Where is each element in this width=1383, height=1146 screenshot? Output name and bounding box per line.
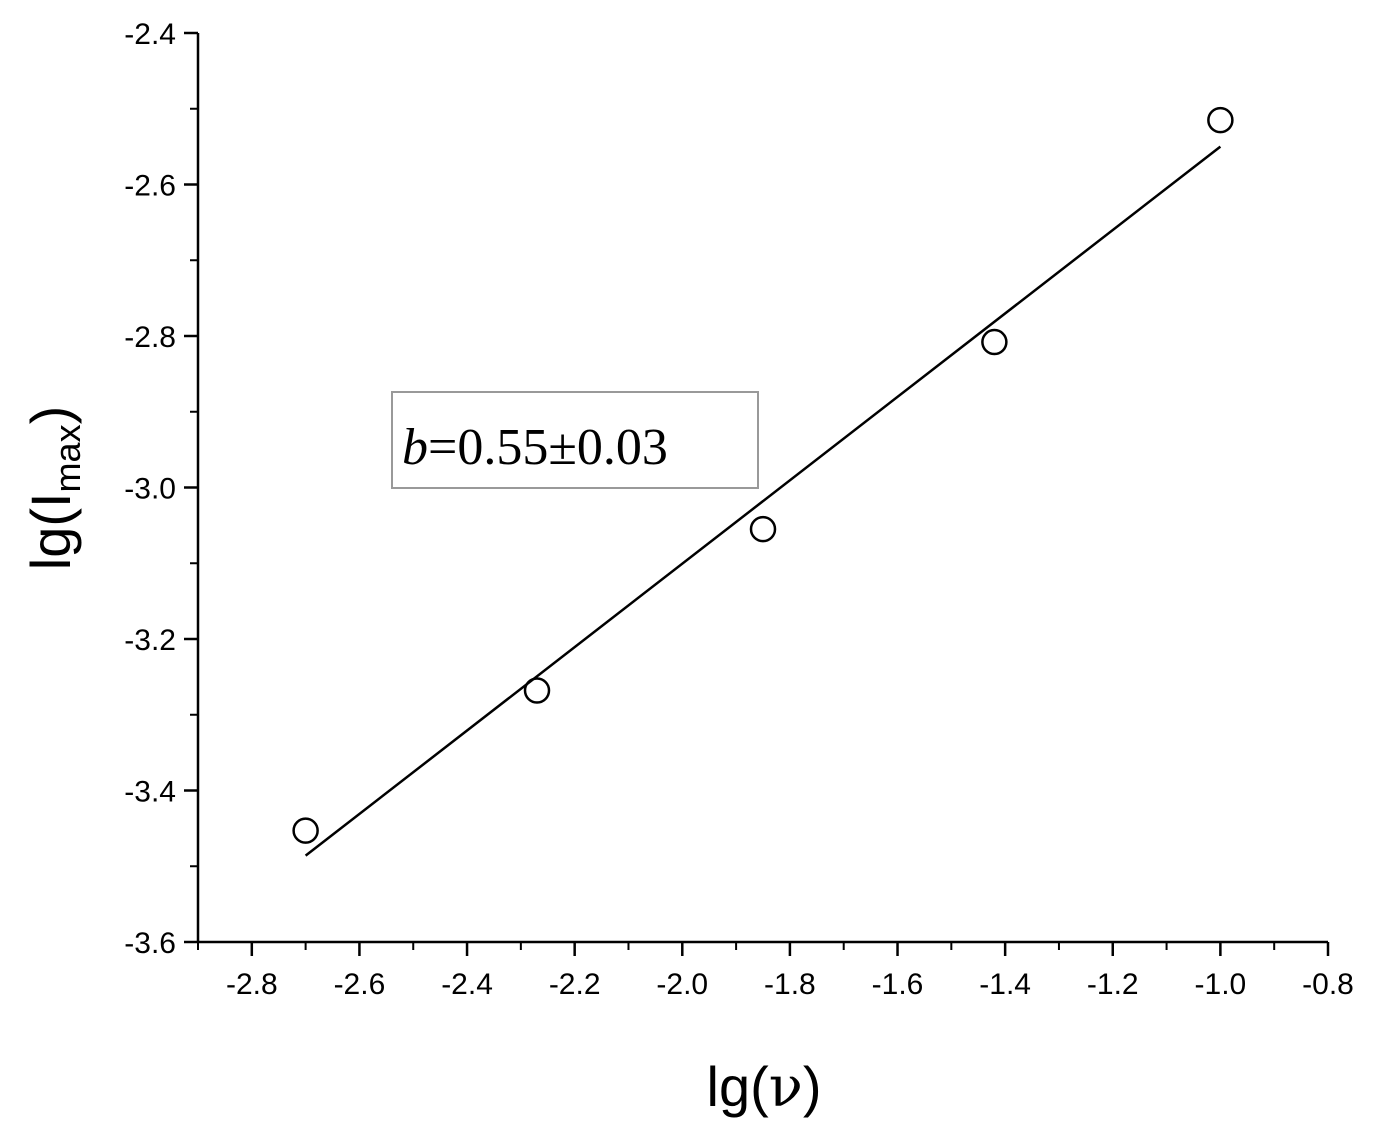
y-tick-label: -3.2 [124,624,176,657]
fit-line [304,145,1222,857]
x-tick-label: -1.0 [1195,968,1247,1001]
annotation: b=0.55±0.03 [391,391,759,489]
x-axis-title: lg(ν) [707,1055,822,1120]
x-tick-label: -2.4 [441,968,493,1001]
axes: -2.8 -2.6 -2.4 -2.2 -2.0 -1.8 -1.6 -1.4 -1.2 -1.0… [124,18,1354,1001]
x-tick-label: -2.6 [334,968,386,1001]
data-points [292,106,1234,844]
annotation-value: =0.55±0.03 [428,419,668,476]
data-point [523,677,551,704]
data-point [749,515,777,543]
annotation-box [391,391,759,489]
x-tick-label: -1.4 [979,968,1031,1001]
y-tick-label: -3.0 [124,473,176,506]
x-tick-label: -1.6 [872,968,924,1001]
x-tick-label: -2.0 [656,968,708,1001]
data-point [292,817,319,844]
data-point [981,328,1008,356]
annotation-variable: b [402,419,428,476]
x-tick-label: -1.2 [1087,968,1139,1001]
x-tick-label: -0.8 [1302,968,1354,1001]
fit-line-group [304,145,1222,857]
y-tick-label: -3.6 [124,927,176,960]
annotation-text: b=0.55±0.03 [402,419,668,476]
y-tick-label: -2.4 [124,18,176,51]
x-tick-label: -1.8 [764,968,816,1001]
y-tick-label: -2.8 [124,321,176,354]
data-point [1207,106,1234,134]
y-axis-title: lg(Imax) [19,406,88,570]
y-tick-label: -2.6 [124,170,176,203]
y-tick-label: -3.4 [124,776,176,809]
x-tick-label: -2.8 [226,968,278,1001]
x-tick-label: -2.2 [549,968,601,1001]
